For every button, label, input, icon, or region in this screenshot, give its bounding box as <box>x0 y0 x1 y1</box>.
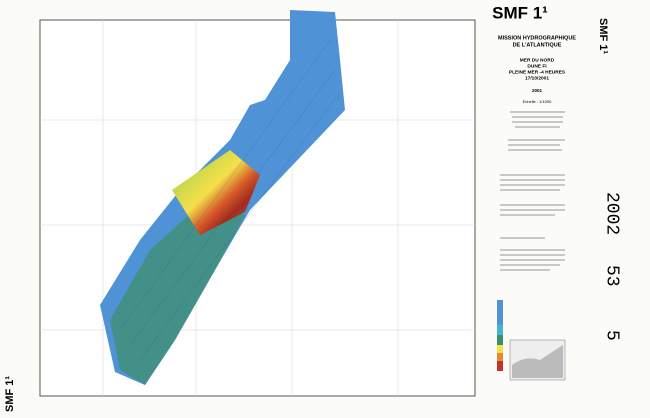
place-line: MER DU NORD <box>520 57 555 63</box>
org-line: MISSION HYDROGRAPHIQUE <box>498 35 576 41</box>
shallow-area <box>110 205 245 385</box>
title-block: SMF 1¹ MISSION HYDROGRAPHIQUE DE L'ATLAN… <box>492 3 576 271</box>
dune-crest <box>172 150 260 235</box>
stamp: 5 <box>601 330 621 341</box>
sheet-title: SMF 1¹ <box>492 3 548 22</box>
year: 2001 <box>532 88 543 93</box>
org-line: DE L'ATLANTIQUE <box>513 42 562 48</box>
side-title: SMF 1¹ <box>597 18 609 54</box>
stamp: 2002 <box>601 192 621 235</box>
soundings <box>119 39 339 361</box>
place-line: 17/10/2001 <box>525 75 549 81</box>
fine-print <box>500 111 565 271</box>
inset-land <box>512 345 563 378</box>
depth-legend <box>497 300 503 371</box>
scale: Echelle : 1/1000 <box>523 99 552 104</box>
footer-title: SMF 1¹ <box>4 376 16 412</box>
place-line: PLEINE MER -4 HEURES <box>509 69 566 75</box>
map-frame <box>39 19 476 397</box>
stamp: 53 <box>601 265 621 287</box>
place-line: DUNE FI <box>527 63 547 69</box>
